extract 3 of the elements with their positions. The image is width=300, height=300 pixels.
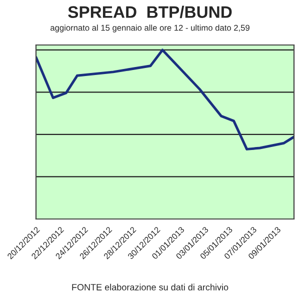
chart-title: SPREAD BTP/BUND [68,6,232,18]
source-note: FONTE elaborazione su dati di archivio [72,284,228,290]
chart-subtitle: aggiornato al 15 gennaio alle ore 12 - ultimo dato 2,59 [50,24,250,32]
